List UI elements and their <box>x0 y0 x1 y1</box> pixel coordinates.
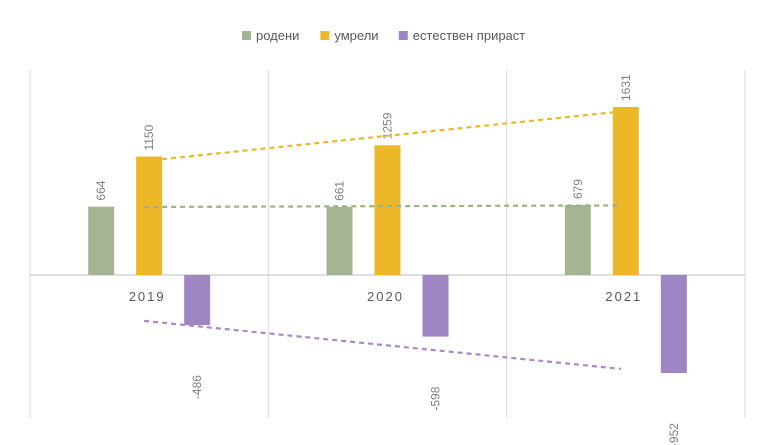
bar-родени-2020 <box>326 206 353 275</box>
data-label-2020-1: 1259 <box>381 112 395 139</box>
legend-swatch-0 <box>242 31 251 40</box>
legend-label-1: умрели <box>334 28 378 43</box>
legend: родени умрели естествен прираст <box>242 28 525 43</box>
bar-естествен-прираст-2021 <box>660 275 687 374</box>
data-label-2019-0: 664 <box>94 180 108 200</box>
x-tick-2021: 2021 <box>605 289 642 304</box>
data-label-2020-0: 661 <box>333 181 347 201</box>
x-tick-2020: 2020 <box>367 289 404 304</box>
data-label-2021-2: -952 <box>667 423 681 445</box>
bar-естествен-прираст-2020 <box>422 275 449 337</box>
legend-swatch-2 <box>398 31 408 40</box>
bar-естествен-прираст-2019 <box>184 275 211 326</box>
trendline-2 <box>144 319 621 371</box>
data-label-2020-2: -598 <box>429 386 443 410</box>
trendline-0 <box>144 204 621 209</box>
data-label-2021-0: 679 <box>571 179 585 199</box>
data-label-2019-1: 1150 <box>142 124 156 150</box>
x-tick-2019: 2019 <box>129 289 166 304</box>
legend-label-0: родени <box>256 28 299 43</box>
bar-умрели-2021 <box>612 107 639 275</box>
bar-родени-2021 <box>564 205 591 275</box>
bar-умрели-2020 <box>374 145 401 275</box>
bar-умрели-2019 <box>136 156 163 275</box>
legend-swatch-1 <box>320 31 330 40</box>
trendline-1 <box>144 110 621 163</box>
legend-label-2: естествен прираст <box>413 28 525 43</box>
data-label-2019-2: -486 <box>190 375 204 399</box>
data-label-2021-1: 1631 <box>619 74 633 101</box>
bar-родени-2019 <box>88 206 115 275</box>
